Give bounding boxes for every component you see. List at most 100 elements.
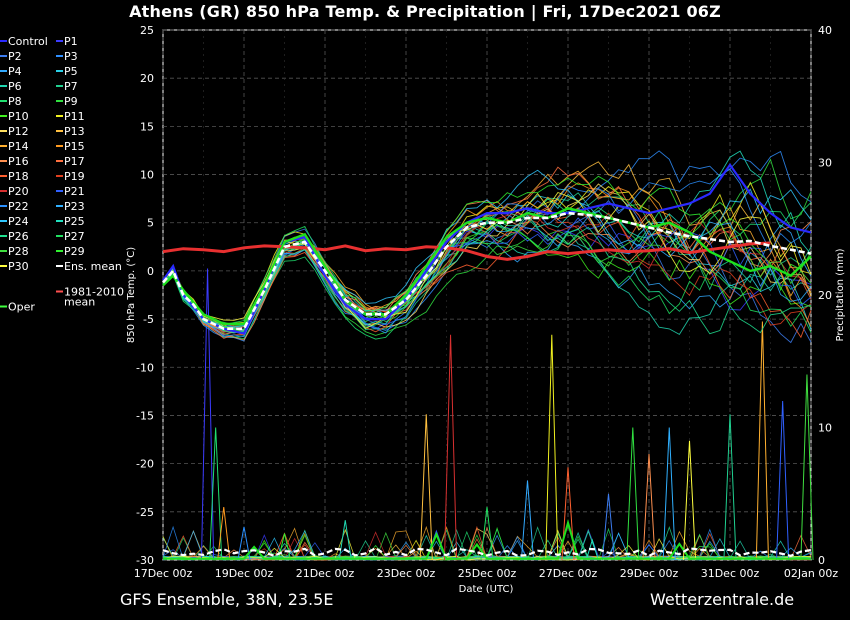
- legend: Control P1 P2 P3 P4 P5 P6 P7 P8 P9 P10 P11 P12 P13 P14…: [0, 35, 124, 314]
- legend-label: P24: [8, 215, 29, 228]
- legend-label: P20: [8, 185, 29, 198]
- mean-precip-line: [162, 546, 812, 558]
- legend-label: P26: [8, 230, 29, 243]
- x-tick-label: 25Dec 00z: [458, 567, 517, 580]
- precip-spike: [217, 506, 231, 561]
- precip-spike: [237, 526, 251, 561]
- legend-label: P4: [8, 65, 22, 78]
- precip-spike: [601, 493, 616, 561]
- legend-label: P8: [8, 95, 22, 108]
- legend-label: mean: [64, 296, 95, 309]
- legend-label: 1981-2010: [64, 286, 124, 299]
- precip-spike: [545, 334, 559, 561]
- y2-tick-label: 40: [818, 24, 832, 37]
- series-line: [162, 207, 812, 326]
- y-tick-label: -25: [136, 506, 154, 519]
- footer-model-info: GFS Ensemble, 38N, 23.5E: [120, 590, 334, 609]
- precip-spike: [626, 427, 640, 561]
- member-line: [162, 181, 812, 327]
- member-line: [162, 211, 812, 335]
- footer-source: Wetterzentrale.de: [650, 590, 795, 609]
- y2-tick-label: 20: [818, 289, 832, 302]
- y-tick-label: 0: [147, 265, 154, 278]
- precip-spike: [585, 538, 599, 561]
- legend-label: Oper: [8, 301, 35, 314]
- y-axis-label: 850 hPa Temp. (°C): [126, 247, 137, 343]
- legend-label: P21: [64, 185, 85, 198]
- legend-label: P10: [8, 110, 29, 123]
- x-tick-label: 27Dec 00z: [539, 567, 598, 580]
- x-axis-label: Date (UTC): [459, 584, 514, 595]
- legend-label: P27: [64, 230, 85, 243]
- y-tick-label: -5: [143, 313, 154, 326]
- legend-label: P30: [8, 260, 29, 273]
- y-tick-label: 15: [140, 120, 154, 133]
- precipitation-lines: [162, 268, 814, 561]
- member-line: [162, 191, 812, 330]
- y2-tick-label: 0: [818, 554, 825, 567]
- legend-label: P12: [8, 125, 29, 138]
- y-tick-label: 5: [147, 217, 154, 230]
- y-tick-label: -15: [136, 409, 154, 422]
- precip-spike: [800, 374, 814, 561]
- legend-label: Control: [8, 35, 48, 48]
- precip-spike: [338, 520, 352, 561]
- legend-label: P19: [64, 170, 85, 183]
- legend-label: P28: [8, 245, 29, 258]
- precip-spike: [520, 480, 535, 561]
- legend-label: P9: [64, 95, 78, 108]
- precip-spike: [443, 334, 458, 561]
- x-tick-label: 17Dec 00z: [134, 567, 193, 580]
- legend-label: P2: [8, 50, 22, 63]
- legend-label: P11: [64, 110, 85, 123]
- legend-label: P3: [64, 50, 78, 63]
- precip-spike: [642, 453, 656, 561]
- member-line: [162, 168, 812, 338]
- series-line: [162, 211, 812, 331]
- legend-label: P1: [64, 35, 78, 48]
- legend-label: P14: [8, 140, 29, 153]
- y-tick-label: -20: [136, 458, 154, 471]
- precip-spike: [209, 427, 223, 561]
- x-tick-label: 31Dec 00z: [701, 567, 760, 580]
- legend-label: P16: [8, 155, 29, 168]
- precip-spike: [561, 467, 575, 561]
- y2-tick-label: 30: [818, 157, 832, 170]
- member-line: [162, 222, 812, 333]
- legend-label: P25: [64, 215, 85, 228]
- legend-label: P29: [64, 245, 85, 258]
- x-tick-label: 29Dec 00z: [620, 567, 679, 580]
- x-tick-label: 02Jan 00z: [784, 567, 838, 580]
- precip-spike: [755, 321, 769, 561]
- legend-label: P7: [64, 80, 78, 93]
- grid: [162, 29, 812, 561]
- highlight-lines: [162, 162, 812, 560]
- x-tick-label: 19Dec 00z: [215, 567, 274, 580]
- y-tick-label: 25: [140, 24, 154, 37]
- legend-label: P23: [64, 200, 85, 213]
- precip-spike: [723, 414, 737, 561]
- x-tick-label: 23Dec 00z: [377, 567, 436, 580]
- precip-spike: [200, 268, 215, 561]
- legend-label: P5: [64, 65, 78, 78]
- precip-spike: [480, 506, 494, 561]
- precip-spike: [682, 440, 697, 561]
- y-tick-label: 10: [140, 169, 154, 182]
- legend-label: P22: [8, 200, 29, 213]
- oper-precip-line: [163, 518, 811, 560]
- legend-label: P13: [64, 125, 85, 138]
- y-tick-label: -30: [136, 554, 154, 567]
- chart-title: Athens (GR) 850 hPa Temp. & Precipitatio…: [129, 2, 721, 21]
- legend-label: Ens. mean: [64, 260, 122, 273]
- tick-labels: 25 20 15 10 5 0 -5 -10 -15 -20 -25 -30 40 30 20 10 0 17De…: [134, 24, 839, 580]
- y-tick-label: 20: [140, 72, 154, 85]
- y2-axis-label: Precipitation (mm): [835, 248, 846, 341]
- y2-tick-label: 10: [818, 422, 832, 435]
- series-line: [162, 241, 771, 261]
- precip-spike: [776, 400, 790, 561]
- legend-label: P18: [8, 170, 29, 183]
- x-tick-label: 21Dec 00z: [296, 567, 355, 580]
- precip-spike: [662, 427, 676, 561]
- legend-label: P17: [64, 155, 85, 168]
